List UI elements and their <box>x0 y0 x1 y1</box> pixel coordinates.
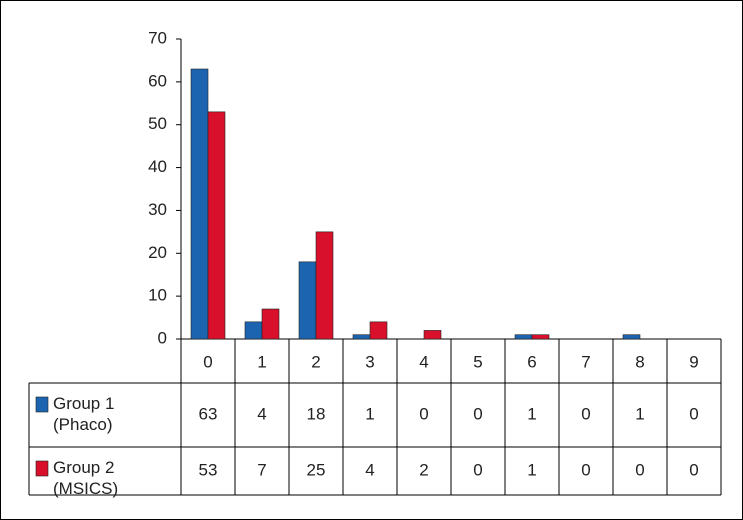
bar <box>423 330 442 340</box>
table-value: 0 <box>689 404 698 423</box>
table-value: 63 <box>199 404 218 423</box>
bar <box>190 68 209 340</box>
table-value: 53 <box>199 460 218 479</box>
x-tick-label: 8 <box>635 352 644 371</box>
x-tick-label: 2 <box>311 352 320 371</box>
table-value: 7 <box>257 460 266 479</box>
table-value: 0 <box>689 460 698 479</box>
table-value: 25 <box>307 460 326 479</box>
legend-swatch <box>35 396 49 413</box>
bar <box>207 111 226 340</box>
table-value: 0 <box>473 404 482 423</box>
x-tick-label: 7 <box>581 352 590 371</box>
table-value: 4 <box>257 404 266 423</box>
bar <box>531 334 550 340</box>
y-tick-label: 60 <box>148 71 167 90</box>
y-tick-label: 70 <box>148 28 167 47</box>
table-value: 1 <box>635 404 644 423</box>
table-value: 0 <box>635 460 644 479</box>
x-tick-label: 0 <box>203 352 212 371</box>
bar <box>315 231 334 340</box>
bar <box>352 334 371 340</box>
table-value: 0 <box>581 404 590 423</box>
y-tick-label: 30 <box>148 200 167 219</box>
legend-label: Group 2 (MSICS) <box>53 458 119 498</box>
table-value: 1 <box>527 404 536 423</box>
x-tick-label: 5 <box>473 352 482 371</box>
y-tick-label: 20 <box>148 243 167 262</box>
x-tick-label: 3 <box>365 352 374 371</box>
bar <box>369 321 388 340</box>
bar <box>261 308 280 340</box>
table-value: 0 <box>581 460 590 479</box>
table-value: 1 <box>365 404 374 423</box>
x-tick-label: 6 <box>527 352 536 371</box>
y-tick-label: 40 <box>148 157 167 176</box>
bar <box>622 334 641 340</box>
y-tick-label: 50 <box>148 114 167 133</box>
table-value: 4 <box>365 460 374 479</box>
table-value: 0 <box>419 404 428 423</box>
legend-swatch <box>35 460 49 477</box>
bar <box>298 261 317 340</box>
bar <box>244 321 263 340</box>
x-tick-label: 9 <box>689 352 698 371</box>
x-tick-label: 1 <box>257 352 266 371</box>
x-tick-label: 4 <box>419 352 428 371</box>
y-tick-label: 0 <box>158 328 167 347</box>
table-value: 0 <box>473 460 482 479</box>
bar <box>514 334 533 340</box>
table-value: 2 <box>419 460 428 479</box>
y-tick-label: 10 <box>148 286 167 305</box>
table-value: 18 <box>307 404 326 423</box>
legend-label: Group 1 (Phaco) <box>53 394 115 434</box>
table-value: 1 <box>527 460 536 479</box>
